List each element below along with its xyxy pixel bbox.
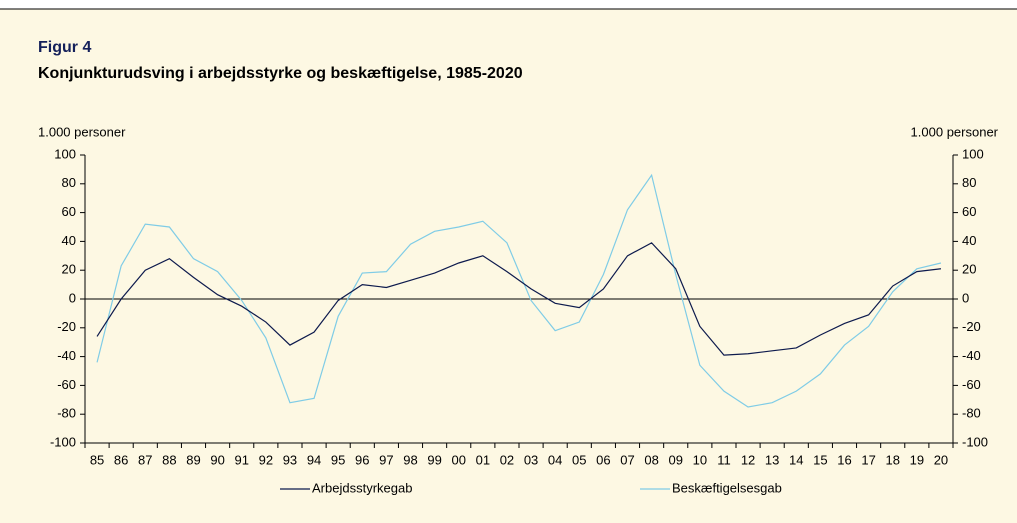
x-tick-label: 86: [114, 452, 128, 467]
y-axis-label: 1.000 personer: [38, 124, 126, 139]
y-tick-label: 60: [62, 204, 76, 219]
x-tick-label: 08: [644, 452, 658, 467]
x-tick-label: 85: [90, 452, 104, 467]
y-tick-label: -40: [57, 348, 76, 363]
y2-tick-label: 80: [962, 175, 976, 190]
x-tick-label: 96: [355, 452, 369, 467]
x-tick-label: 92: [259, 452, 273, 467]
y2-tick-label: 60: [962, 204, 976, 219]
x-tick-label: 99: [427, 452, 441, 467]
y2-tick-label: -20: [962, 319, 981, 334]
x-tick-label: 19: [910, 452, 924, 467]
x-tick-label: 02: [500, 452, 514, 467]
y-tick-label: 100: [54, 146, 76, 161]
x-tick-label: 12: [741, 452, 755, 467]
y-tick-label: 40: [62, 233, 76, 248]
x-tick-label: 03: [524, 452, 538, 467]
x-tick-label: 91: [234, 452, 248, 467]
y2-tick-label: -100: [962, 434, 988, 449]
x-tick-label: 11: [717, 452, 731, 467]
x-tick-label: 04: [548, 452, 562, 467]
x-tick-label: 98: [403, 452, 417, 467]
x-tick-label: 97: [379, 452, 393, 467]
y2-tick-label: 0: [962, 290, 969, 305]
panel-background: [0, 9, 1017, 523]
y-tick-label: -80: [57, 406, 76, 421]
x-tick-label: 18: [885, 452, 899, 467]
y-tick-label: 20: [62, 262, 76, 277]
x-tick-label: 10: [693, 452, 707, 467]
legend-label: Arbejdsstyrkegab: [312, 480, 412, 495]
y-tick-label: -100: [50, 434, 76, 449]
x-tick-label: 95: [331, 452, 345, 467]
figure-label: Figur 4: [38, 39, 91, 56]
y2-axis-label: 1.000 personer: [911, 124, 999, 139]
legend-label: Beskæftigelsesgab: [672, 480, 782, 495]
y2-tick-label: -60: [962, 377, 981, 392]
x-tick-label: 13: [765, 452, 779, 467]
x-tick-label: 89: [186, 452, 200, 467]
x-tick-label: 20: [934, 452, 948, 467]
x-tick-label: 88: [162, 452, 176, 467]
x-tick-label: 06: [596, 452, 610, 467]
x-tick-label: 05: [572, 452, 586, 467]
x-tick-label: 07: [620, 452, 634, 467]
series-line: [96, 242, 942, 356]
y2-tick-label: -40: [962, 348, 981, 363]
x-tick-label: 00: [451, 452, 465, 467]
x-tick-label: 93: [283, 452, 297, 467]
x-tick-label: 87: [138, 452, 152, 467]
y2-tick-label: -80: [962, 406, 981, 421]
x-tick-label: 15: [813, 452, 827, 467]
y-tick-label: 0: [69, 290, 76, 305]
y2-tick-label: 40: [962, 233, 976, 248]
x-tick-label: 14: [789, 452, 803, 467]
series-line: [96, 173, 942, 408]
y2-tick-label: 20: [962, 262, 976, 277]
y2-tick-label: 100: [962, 146, 984, 161]
x-tick-label: 09: [668, 452, 682, 467]
chart-title: Konjunkturudsving i arbejdsstyrke og bes…: [38, 65, 523, 82]
y-tick-label: 80: [62, 175, 76, 190]
y-tick-label: -20: [57, 319, 76, 334]
x-tick-label: 16: [837, 452, 851, 467]
x-tick-label: 01: [476, 452, 490, 467]
x-tick-label: 90: [210, 452, 224, 467]
x-tick-label: 17: [861, 452, 875, 467]
y-tick-label: -60: [57, 377, 76, 392]
x-tick-label: 94: [307, 452, 321, 467]
